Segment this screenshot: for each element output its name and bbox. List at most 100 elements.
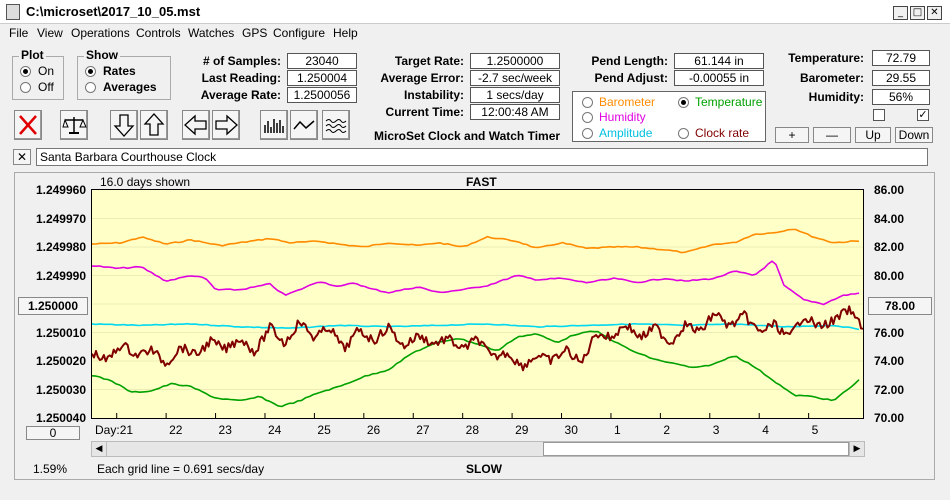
- humidity-value: 56%: [872, 89, 930, 105]
- show-rates-radio[interactable]: [85, 66, 96, 77]
- series-line-amplitude: [92, 322, 860, 331]
- maximize-button[interactable]: □: [910, 6, 925, 20]
- right-tick-label: 84.00: [874, 211, 905, 226]
- bar-graph-button[interactable]: [260, 110, 288, 140]
- x-tick-label: 24: [267, 423, 282, 437]
- menu-file[interactable]: File: [9, 26, 29, 40]
- menu-view[interactable]: View: [37, 26, 63, 40]
- left-center-button[interactable]: 1.250000: [18, 297, 88, 315]
- average-error-value: -2.7 sec/week: [470, 70, 560, 86]
- app-caption: MicroSet Clock and Watch Timer: [374, 129, 561, 143]
- x-tick-label: 25: [317, 423, 331, 437]
- wave-icon: [325, 119, 347, 133]
- x-tick-label: 3: [712, 423, 720, 437]
- menu-watches[interactable]: Watches: [188, 26, 235, 40]
- plot-group-title: Plot: [19, 48, 46, 62]
- show-group-title: Show: [84, 48, 120, 62]
- wave-graph-button[interactable]: [322, 110, 350, 140]
- fast-label: FAST: [466, 175, 497, 189]
- temperature-option-label: Temperature: [695, 95, 763, 109]
- left-axis: 1.249960 1.249970 1.249980 1.249990 1.250010…: [20, 0, 86, 500]
- right-tick-label: 80.00: [874, 268, 905, 283]
- instability-value: 1 secs/day: [470, 87, 560, 103]
- x-tick-label: 29: [515, 423, 529, 437]
- barometer-radio[interactable]: [582, 97, 593, 108]
- zero-button[interactable]: 0: [26, 426, 80, 440]
- average-rate-label: Average Rate:: [200, 88, 281, 102]
- barometer-option-label: Barometer: [599, 95, 656, 109]
- right-tick-label: 82.00: [874, 240, 905, 254]
- scale-plus-button[interactable]: +: [775, 127, 809, 143]
- arrow-down-icon: [113, 114, 135, 137]
- samples-label: # of Samples:: [202, 54, 281, 68]
- clock-rate-radio[interactable]: [678, 128, 689, 139]
- down-arrow-button[interactable]: [110, 110, 138, 140]
- plot-on-radio[interactable]: [20, 66, 31, 77]
- target-rate-value[interactable]: 1.2500000: [470, 53, 560, 69]
- up-arrow-button[interactable]: [140, 110, 168, 140]
- right-axis: 86.00 84.00 82.00 80.00 76.00 74.00 72.00 70.00: [872, 0, 932, 500]
- menu-controls[interactable]: Controls: [136, 26, 181, 40]
- series-line-temperature: [92, 330, 860, 408]
- scale-minus-button[interactable]: —: [813, 127, 851, 143]
- temperature-value: 72.79: [872, 50, 930, 66]
- x-tick-label: 2: [663, 423, 671, 437]
- line-graph-button[interactable]: [290, 110, 318, 140]
- menu-bar: File View Operations Controls Watches GP…: [0, 24, 950, 42]
- plot-off-radio[interactable]: [20, 82, 31, 93]
- stop-button[interactable]: [14, 110, 42, 140]
- last-reading-value: 1.250004: [287, 70, 357, 86]
- window-title: C:\microset\2017_10_05.mst: [26, 4, 201, 19]
- temperature-label: Temperature:: [788, 51, 864, 65]
- minimize-button[interactable]: _: [893, 6, 908, 20]
- x-axis: 21 22 23 24 25 26 27 28 29 30 1 2 3 4 5: [91, 423, 864, 439]
- barometer-label: Barometer:: [799, 71, 864, 85]
- menu-gps[interactable]: GPS: [242, 26, 268, 40]
- left-arrow-button[interactable]: [182, 110, 210, 140]
- right-tick-label: 74.00: [874, 354, 905, 368]
- pend-adjust-value: -0.00055 in: [674, 70, 764, 86]
- scroll-thumb[interactable]: [543, 442, 849, 456]
- clear-name-button[interactable]: ✕: [13, 149, 31, 165]
- time-scrollbar[interactable]: ◀ ▶: [91, 441, 865, 457]
- series-line-barometer: [92, 228, 860, 254]
- instability-label: Instability:: [403, 88, 464, 102]
- right-arrow-button[interactable]: [212, 110, 240, 140]
- balance-button[interactable]: [60, 110, 88, 140]
- menu-operations[interactable]: Operations: [71, 26, 130, 40]
- menu-configure[interactable]: Configure: [273, 26, 326, 40]
- right-tick-label: 76.00: [874, 325, 905, 340]
- plot-area: [91, 189, 864, 419]
- temperature-radio[interactable]: [678, 97, 689, 108]
- show-group: [77, 56, 171, 100]
- x-tick-label: 30: [564, 423, 578, 437]
- left-tick-label: 1.249990: [35, 268, 86, 283]
- app-icon[interactable]: [6, 4, 20, 20]
- barometer-value: 29.55: [872, 70, 930, 86]
- samples-value: 23040: [287, 53, 357, 69]
- scroll-left-icon[interactable]: ◀: [92, 442, 107, 456]
- average-error-label: Average Error:: [380, 71, 464, 85]
- line-graph-icon: [293, 120, 315, 130]
- right-tick-label: 70.00: [874, 411, 905, 425]
- scale-up-button[interactable]: Up: [855, 127, 891, 143]
- close-button[interactable]: ✕: [927, 6, 942, 20]
- scale-down-button[interactable]: Down: [895, 127, 933, 143]
- pend-length-value[interactable]: 61.144 in: [674, 53, 764, 69]
- clock-name-input[interactable]: Santa Barbara Courthouse Clock: [36, 148, 928, 166]
- left-tick-label: 1.250040: [35, 411, 86, 425]
- show-averages-label: Averages: [103, 80, 157, 94]
- plot-off-label: Off: [38, 80, 54, 94]
- show-averages-radio[interactable]: [85, 82, 96, 93]
- option-checkbox-2[interactable]: ✓: [917, 108, 929, 121]
- series-line-clock-rate: [92, 305, 863, 372]
- scroll-right-icon[interactable]: ▶: [849, 442, 864, 456]
- arrow-left-icon: [184, 114, 207, 136]
- amplitude-radio[interactable]: [582, 128, 593, 139]
- option-checkbox-1[interactable]: [873, 109, 885, 121]
- right-tick-label: 72.00: [874, 382, 905, 397]
- red-x-icon: [19, 115, 37, 135]
- menu-help[interactable]: Help: [333, 26, 358, 40]
- humidity-radio[interactable]: [582, 112, 593, 123]
- right-center-button[interactable]: 78.00: [868, 297, 932, 315]
